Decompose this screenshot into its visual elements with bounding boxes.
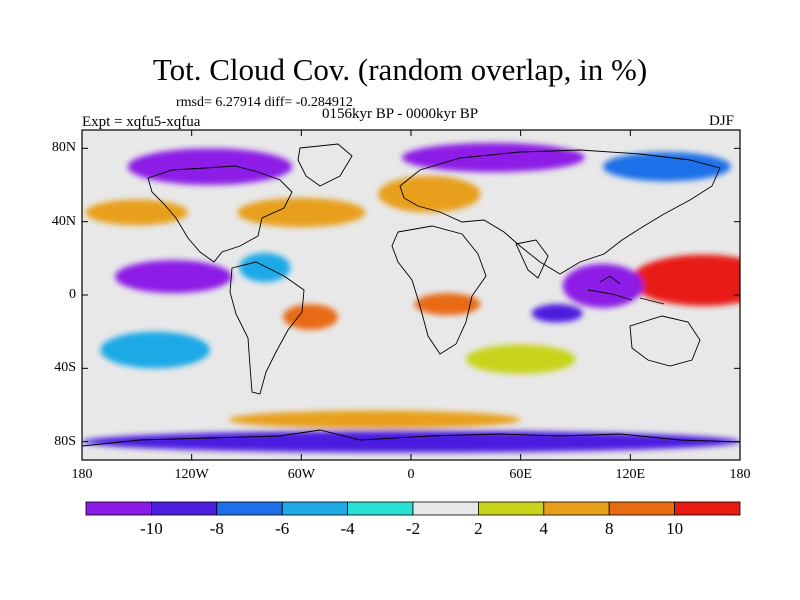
y-tick-label: 80S [54,433,76,449]
diff-value: -0.284912 [295,95,353,110]
season-label: DJF [709,113,735,129]
coastlines [82,143,740,447]
coastline-africa [391,225,487,355]
x-tick-label: 0 [407,467,415,482]
colorbar-label: 4 [539,519,549,538]
anomaly-region-caribbean-cyan [239,252,291,283]
coastline-eurasia [399,149,721,275]
rmsd-value: 6.27914 [215,95,261,110]
y-tick-label: 40S [54,360,76,376]
x-tick-label: 120E [615,467,646,482]
colorbar-label: 2 [474,519,483,538]
x-tick-label: 120W [174,467,209,482]
coastline-australia [629,315,701,367]
anomaly-region-arctic-siberia [401,142,585,173]
coastline-india [515,239,549,279]
anomaly-region-africa-red [414,293,481,316]
x-tick-label: 60W [287,467,315,482]
anomaly-region-south-pacific-blue [100,331,210,369]
y-tick-label: 40N [51,213,76,229]
diff-label: diff= [264,95,293,110]
colorbar-label: 8 [604,519,614,538]
colorbar-label: -4 [340,519,355,538]
anomaly-region-indian-ocean-purple [531,304,583,323]
coastline-north-america [147,165,293,263]
colorbar-swatch [281,501,349,516]
colorbar-label: 10 [666,519,684,538]
colorbar-label: -6 [275,519,290,538]
colorbar-swatch [216,501,283,516]
anomaly-region-west-pacific-red [630,254,740,306]
colorbar-swatch [543,501,610,516]
anomaly-region-central-pacific-purple [114,260,232,294]
anomaly-region-south-indian-yellow [465,344,576,374]
period-label: 0156kyr BP - 0000kyr BP [322,106,479,122]
anomaly-region-southern-ocean-purple [82,430,740,453]
colorbar-swatch [85,501,152,516]
coastline-indonesia [587,275,665,305]
experiment-label: Expt = xqfu5-xqfua [82,114,201,130]
colorbar-swatch [150,501,218,516]
plot-title: Tot. Cloud Cov. (random overlap, in %) [152,52,648,87]
colorbar-swatch [674,501,741,516]
coastline-greenland [297,143,353,187]
x-tick-label: 60E [509,467,532,482]
colorbar-swatch [608,501,676,516]
anomaly-region-maritime-continent-purple [562,263,644,308]
anomaly-region-southern-ocean-orange [228,410,521,429]
anomaly-region-arctic-north-america [127,148,293,186]
anomaly-region-north-atlantic-orange [237,197,366,228]
y-tick-label: 0 [69,287,76,302]
rmsd-label: rmsd= [176,95,212,110]
colorbar-swatch [412,501,479,516]
colorbar [85,501,741,516]
anomaly-region-europe-orange [378,175,481,213]
colorbar-label: -10 [140,519,163,538]
coastline-south-america [229,261,305,395]
anomaly-region-arctic-east-siberia [602,152,731,182]
colorbar-swatch [347,501,414,516]
axis-ticks [81,130,741,460]
coastline-antarctica [82,429,740,447]
anomaly-region-north-pacific-orange [85,199,189,226]
cloud-anomaly-field [82,142,740,453]
x-tick-label: 180 [71,467,93,482]
colorbar-label: -2 [405,519,421,538]
x-tick-label: 180 [729,467,751,482]
stats-line: rmsd= 6.27914 diff= -0.284912 [176,95,353,111]
colorbar-swatch [477,501,545,516]
colorbar-label: -8 [209,519,224,538]
anomaly-region-south-america-red [283,304,338,330]
y-tick-label: 80N [51,140,76,156]
